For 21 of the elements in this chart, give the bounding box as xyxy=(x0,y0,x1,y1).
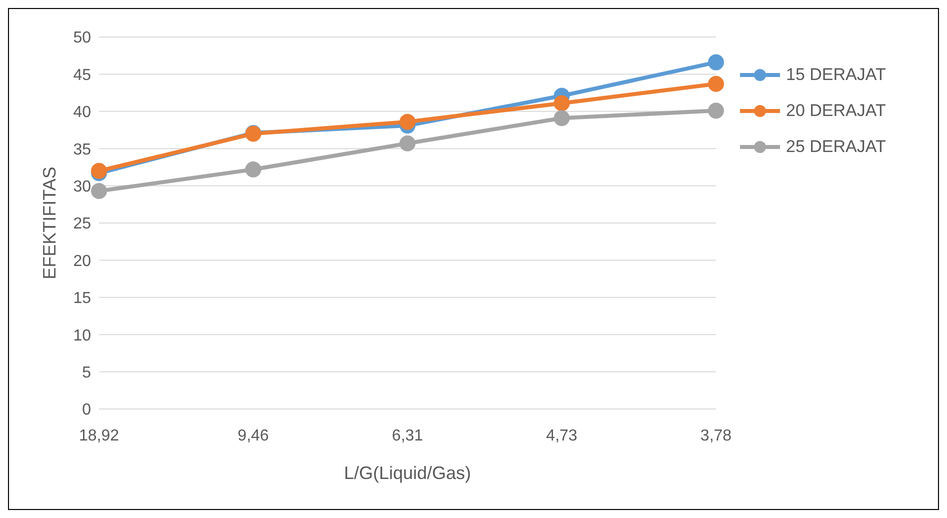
y-tick-label: 15 xyxy=(73,290,92,308)
y-tick-label: 5 xyxy=(82,364,92,382)
x-tick-label: 9,46 xyxy=(238,427,269,444)
y-tick-label: 20 xyxy=(73,252,92,270)
y-tick-label: 50 xyxy=(73,30,92,47)
y-tick-label: 10 xyxy=(73,327,92,344)
x-tick-label: 6,31 xyxy=(392,427,424,444)
x-axis-title: L/G(Liquid/Gas) xyxy=(344,463,472,483)
legend-label: 25 DERAJAT xyxy=(786,137,886,157)
y-tick-label: 0 xyxy=(82,402,92,419)
y-axis-title: EFEKTIFITAS xyxy=(39,166,60,280)
y-tick-label: 35 xyxy=(73,141,92,158)
x-tick-label: 18,92 xyxy=(78,427,120,444)
y-tick-label: 40 xyxy=(73,104,92,122)
legend-label: 20 DERAJAT xyxy=(786,101,886,121)
y-tick-label: 45 xyxy=(73,66,92,84)
legend-label: 15 DERAJAT xyxy=(786,65,886,85)
y-tick-label: 25 xyxy=(73,216,92,233)
x-tick-label: 4,73 xyxy=(546,427,578,444)
x-tick-label: 3,78 xyxy=(700,427,732,444)
y-tick-label: 30 xyxy=(73,178,92,196)
